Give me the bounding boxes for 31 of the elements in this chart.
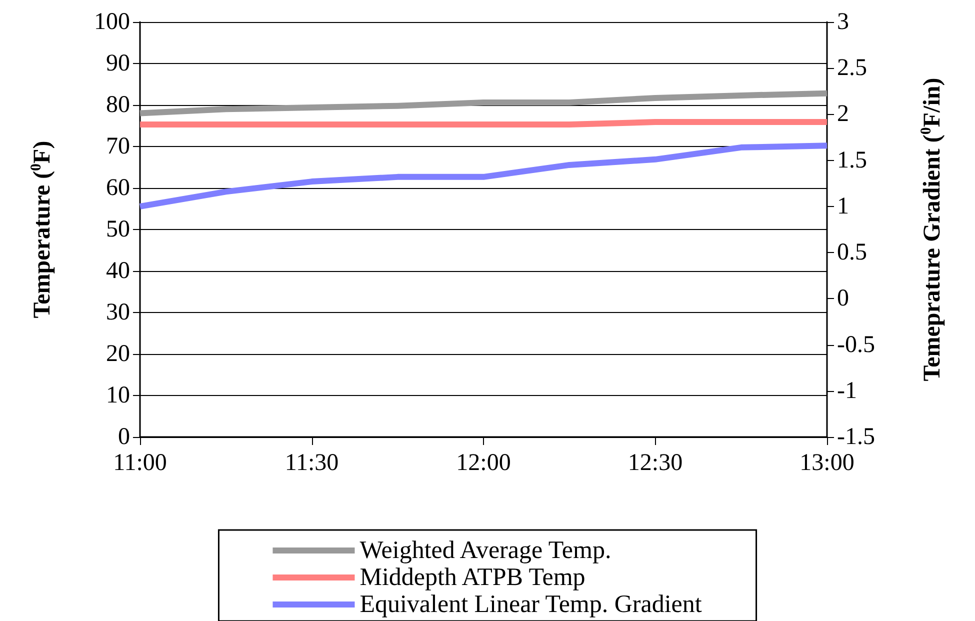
y2-axis-title: Temeprature Gradient (0F/in)	[918, 78, 946, 382]
y-tick-label: 50	[106, 216, 130, 242]
y-tick-label: 60	[106, 175, 130, 201]
legend-label: Middepth ATPB Temp	[360, 564, 586, 591]
y2-tick-label: -1	[837, 378, 857, 404]
y-axis-title: Temperature (0F)	[28, 140, 56, 318]
x-tick-label: 11:30	[284, 450, 339, 476]
y2-tick-label: 0.5	[837, 240, 867, 266]
x-tick-label: 13:00	[800, 450, 854, 476]
y2-tick-label: 0	[837, 286, 849, 312]
y2-tick-label: 3	[837, 9, 849, 35]
y-tick-label: 0	[118, 424, 130, 450]
y2-tick-label: 1.5	[837, 147, 867, 174]
y2-tick-label: 2.5	[837, 55, 867, 82]
y-tick-label: 90	[106, 50, 130, 76]
x-tick-label: 12:30	[628, 450, 683, 476]
legend-label: Equivalent Linear Temp. Gradient	[360, 591, 702, 618]
y-tick-label: 70	[106, 134, 130, 160]
legend-label: Weighted Average Temp.	[360, 537, 612, 564]
y-tick-label: 30	[106, 300, 130, 326]
y-tick-label: 80	[106, 92, 130, 118]
y-tick-label: 20	[106, 341, 130, 367]
y-tick-label: 40	[106, 258, 130, 284]
y2-tick-label: -0.5	[837, 332, 875, 358]
y-tick-label: 10	[106, 382, 130, 408]
x-tick-label: 12:00	[456, 450, 511, 476]
y2-tick-label: 1	[837, 193, 849, 220]
y2-tick-label: -1.5	[837, 424, 875, 450]
y2-tick-label: 2	[837, 101, 849, 128]
y-tick-label: 100	[94, 9, 130, 35]
x-tick-label: 11:00	[113, 450, 167, 476]
